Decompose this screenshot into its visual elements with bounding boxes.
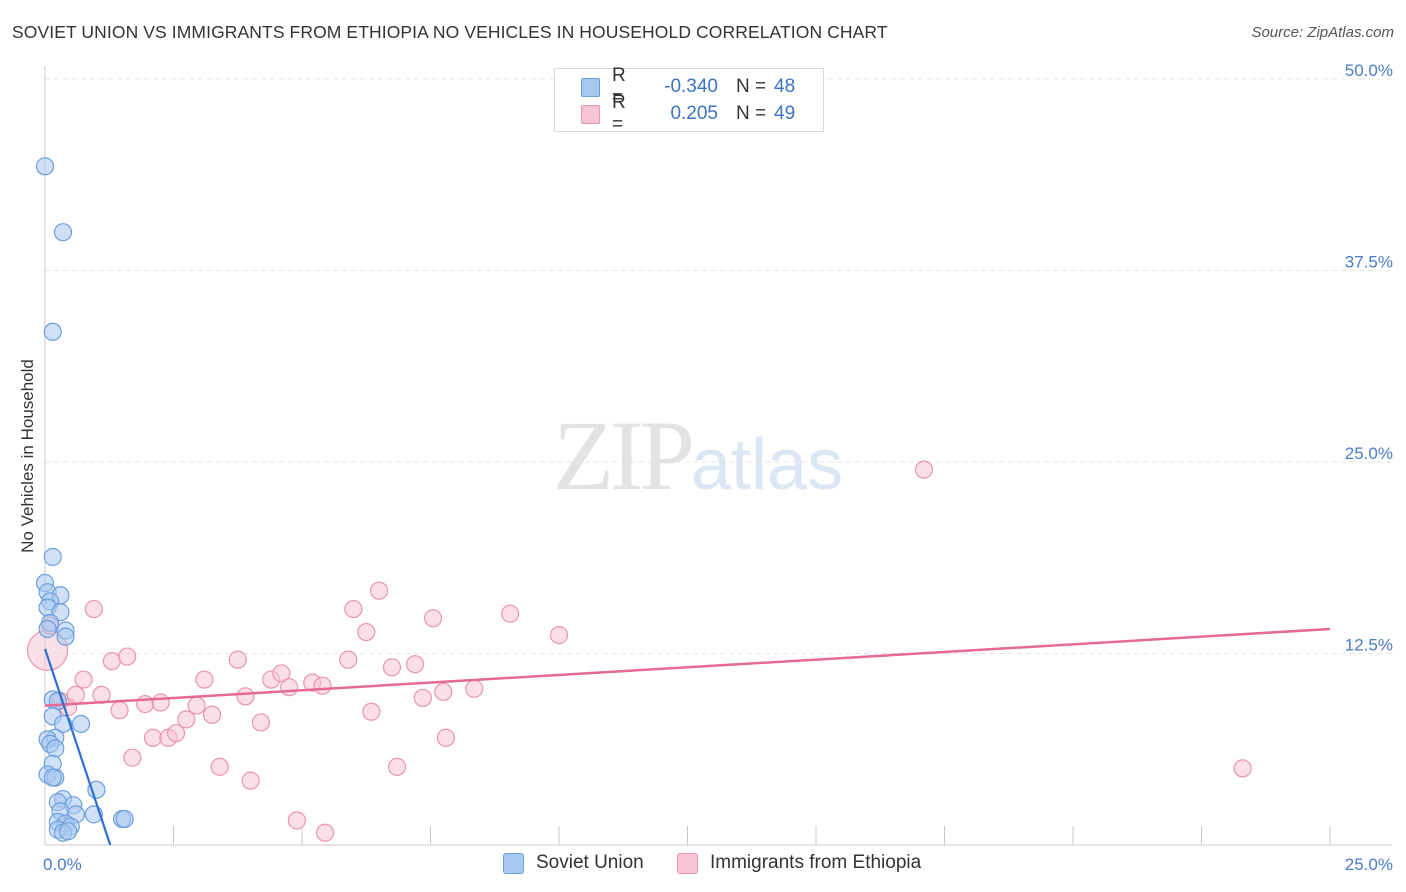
ethiopia-point <box>501 604 520 623</box>
legend-row-soviet: R = -0.340 N = 48 <box>581 65 796 108</box>
soviet-point <box>53 223 73 242</box>
ethiopia-point <box>434 682 453 701</box>
soviet-point <box>43 768 62 787</box>
soviet-trend-line <box>43 648 112 846</box>
soviet-point <box>59 822 78 841</box>
ethiopia-point <box>465 679 484 698</box>
ethiopia-point <box>413 688 432 708</box>
y-tick-label: 50.0% <box>1345 61 1393 80</box>
ethiopia-point <box>272 664 291 683</box>
soviet-point <box>43 547 62 567</box>
y-tick-label: 25.0% <box>1345 444 1393 463</box>
series-legend: Soviet Union Immigrants from Ethiopia <box>0 852 1406 878</box>
soviet-r-value: -0.340 <box>664 76 718 97</box>
soviet-point <box>115 809 134 829</box>
watermark-zip: ZIP <box>553 400 695 511</box>
soviet-point <box>71 714 91 734</box>
ethiopia-point <box>357 622 376 642</box>
ethiopia-point <box>313 676 332 695</box>
r-label: R = <box>612 92 626 135</box>
ethiopia-point <box>316 823 335 842</box>
y-tick-label: 37.5% <box>1345 253 1393 272</box>
ethiopia-point <box>210 757 229 776</box>
legend-item-ethiopia: Immigrants from Ethiopia <box>677 852 921 874</box>
soviet-point <box>46 739 65 758</box>
ethiopia-point <box>914 460 934 479</box>
correlation-legend: R = -0.340 N = 48 R = 0.205 N = 49 <box>554 65 824 135</box>
tick-labels: 12.5% 25.0% 37.5% 50.0% 0.0% 25.0% <box>43 61 1393 874</box>
watermark: ZIPatlas <box>553 398 843 513</box>
ethiopia-point <box>102 652 121 671</box>
x-tick-label-min: 0.0% <box>43 855 82 874</box>
soviet-point <box>87 780 106 799</box>
legend-row-ethiopia: R = 0.205 N = 49 <box>581 92 796 135</box>
ethiopia-swatch <box>581 104 600 124</box>
ethiopia-legend-label: Immigrants from Ethiopia <box>710 852 922 873</box>
n-label: N = <box>736 76 767 97</box>
r-label: R = <box>612 65 626 108</box>
ethiopia-point <box>436 728 456 747</box>
ethiopia-point <box>287 811 306 830</box>
ethiopia-n-value: 49 <box>774 103 796 124</box>
ethiopia-trend-line <box>44 627 1331 707</box>
ethiopia-point <box>339 650 358 669</box>
ethiopia-point <box>344 599 363 619</box>
ethiopia-point <box>382 658 402 677</box>
soviet-point <box>35 157 55 176</box>
ethiopia-legend-swatch <box>677 852 698 874</box>
n-label: N = <box>736 103 767 124</box>
ethiopia-point <box>110 701 129 720</box>
soviet-point <box>38 619 57 639</box>
gridlines <box>45 78 1392 654</box>
soviet-n-value: 48 <box>774 76 796 97</box>
series-soviet-points <box>35 157 134 842</box>
ethiopia-point <box>549 626 569 645</box>
ethiopia-point <box>236 687 255 706</box>
chart-title: SOVIET UNION VS IMMIGRANTS FROM ETHIOPIA… <box>12 22 888 42</box>
soviet-point <box>53 714 73 734</box>
ethiopia-point <box>84 599 103 619</box>
source-credit: Source: ZipAtlas.com <box>1251 24 1394 41</box>
ethiopia-point <box>195 670 214 689</box>
ethiopia-point <box>405 655 425 674</box>
ethiopia-point <box>166 724 186 743</box>
ethiopia-point <box>228 650 247 669</box>
watermark-atlas: atlas <box>691 425 844 505</box>
ethiopia-point <box>362 702 381 721</box>
soviet-point <box>43 322 62 341</box>
ethiopia-point <box>1233 759 1252 778</box>
ethiopia-point <box>151 693 170 712</box>
ethiopia-point <box>202 705 222 724</box>
ethiopia-point <box>423 609 443 628</box>
ethiopia-point <box>118 647 137 666</box>
axes <box>44 66 1392 846</box>
soviet-legend-swatch <box>503 852 524 874</box>
legend-item-soviet: Soviet Union <box>503 852 644 874</box>
soviet-swatch <box>581 77 600 97</box>
soviet-legend-label: Soviet Union <box>536 852 644 873</box>
ethiopia-point <box>123 748 142 767</box>
trend-lines <box>43 627 1331 846</box>
ethiopia-r-value: 0.205 <box>670 103 718 124</box>
soviet-point <box>56 627 75 646</box>
x-tick-label-max: 25.0% <box>1345 855 1393 874</box>
ethiopia-point <box>66 685 85 704</box>
ethiopia-point <box>251 713 270 732</box>
ethiopia-point <box>387 757 407 776</box>
ethiopia-point <box>74 670 93 689</box>
ethiopia-point <box>241 771 260 790</box>
y-axis-label: No Vehicles in Household <box>18 359 37 553</box>
y-tick-label: 12.5% <box>1345 636 1393 655</box>
series-ethiopia-points <box>26 460 1252 842</box>
ethiopia-point <box>177 710 196 729</box>
ethiopia-point <box>143 728 163 747</box>
ethiopia-point <box>370 581 389 600</box>
ethiopia-point <box>280 678 299 697</box>
ethiopia-point <box>187 696 206 715</box>
